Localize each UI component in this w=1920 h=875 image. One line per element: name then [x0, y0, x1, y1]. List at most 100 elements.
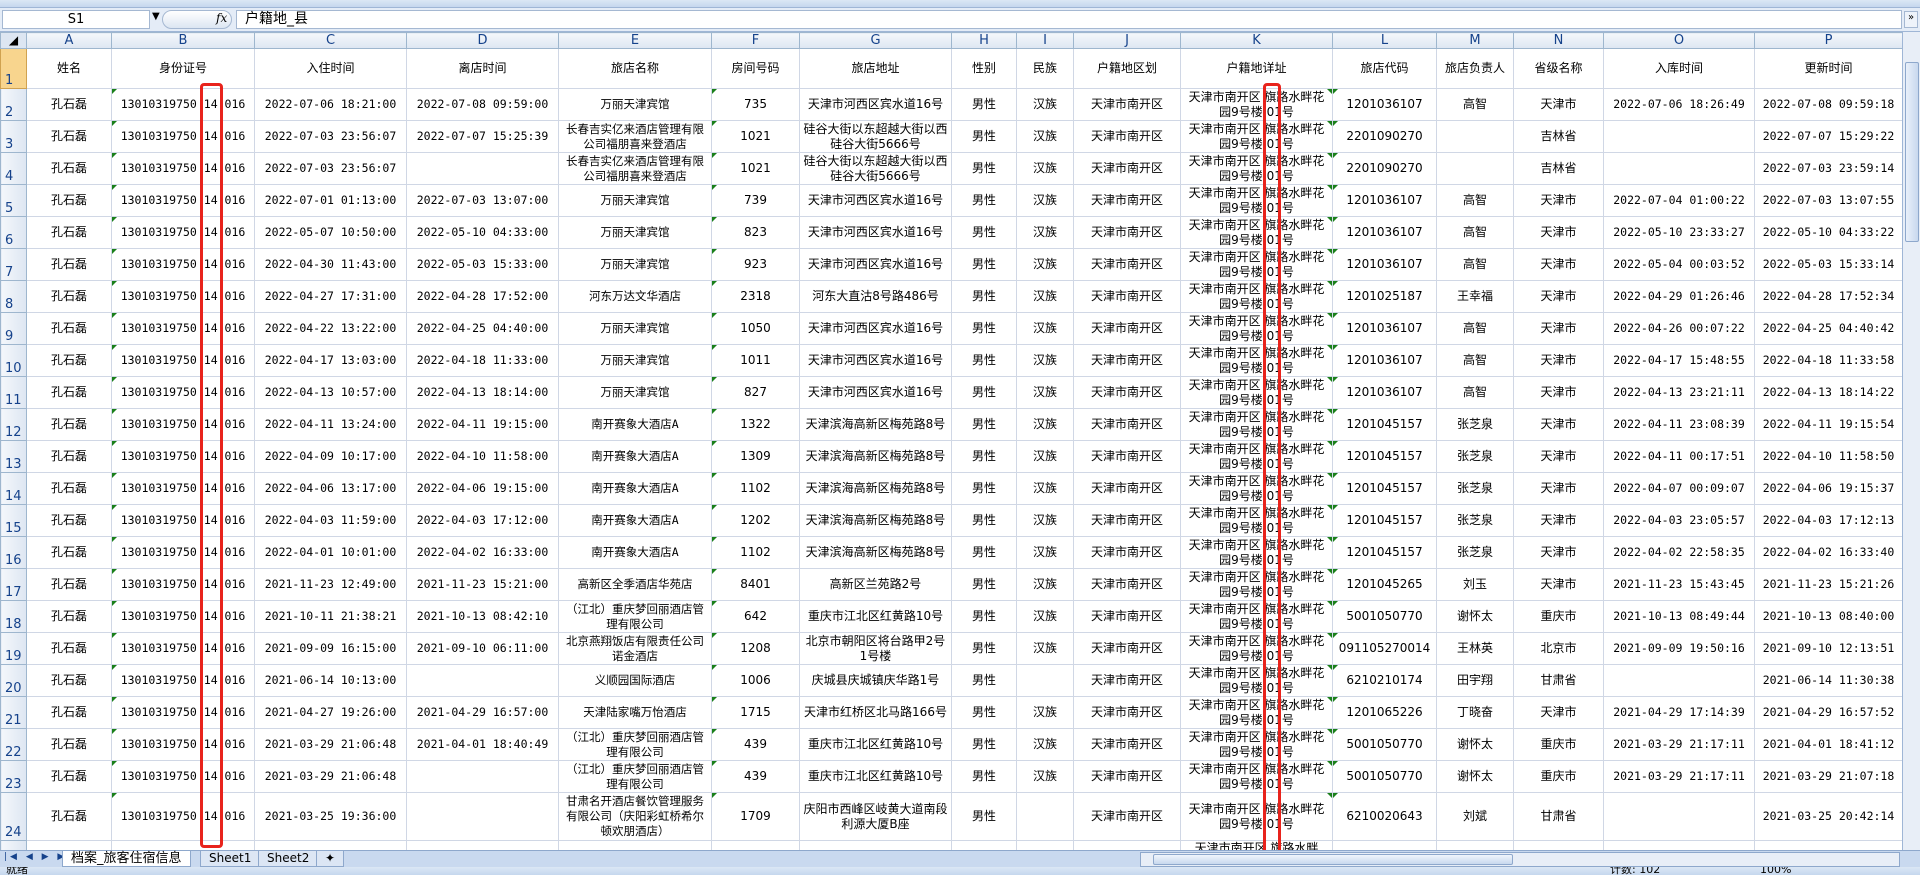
- cell-update-time[interactable]: 2021-09-10 12:13:51: [1754, 632, 1902, 665]
- cell-domicile-address[interactable]: 天津市南开区 旗路水畔花园9号楼 01号: [1180, 760, 1333, 793]
- cell-import-time[interactable]: 2022-04-02 22:58:35: [1603, 536, 1755, 569]
- column-header-H[interactable]: H: [951, 32, 1017, 49]
- cell-domicile-district[interactable]: 天津市南开区: [1073, 568, 1181, 601]
- cell-hotel-name[interactable]: 北京燕翔饭店有限责任公司诺金酒店: [558, 632, 712, 665]
- cell-checkout[interactable]: [406, 792, 559, 841]
- cell-ethnicity[interactable]: [1016, 840, 1074, 850]
- cell-import-time[interactable]: 2022-05-10 23:33:27: [1603, 216, 1755, 249]
- cell-hotel-manager[interactable]: 王林英: [1436, 632, 1514, 665]
- cell-hotel-manager[interactable]: 丁晓奋: [1436, 696, 1514, 729]
- cell-room[interactable]: 439: [711, 728, 800, 761]
- cell-ethnicity[interactable]: 汉族: [1016, 216, 1074, 249]
- cell-checkin[interactable]: 2022-07-03 23:56:07: [254, 120, 407, 153]
- row-header[interactable]: 6: [0, 216, 27, 249]
- cell-id[interactable]: 13010319750 14 016: [111, 312, 255, 345]
- cell-update-time[interactable]: 2022-04-02 16:33:40: [1754, 536, 1902, 569]
- cell-room[interactable]: 1322: [711, 408, 800, 441]
- cell-gender[interactable]: 男性: [951, 472, 1017, 505]
- cell-room[interactable]: 735: [711, 88, 800, 121]
- cell-update-time[interactable]: 2022-04-10 11:58:50: [1754, 440, 1902, 473]
- cell-name[interactable]: 孔石磊: [26, 664, 112, 697]
- cell-ethnicity[interactable]: 汉族: [1016, 280, 1074, 313]
- cell-hotel-name[interactable]: 万丽天津宾馆: [558, 312, 712, 345]
- cell-hotel-address[interactable]: 天津市河西区宾水道16号: [799, 376, 952, 409]
- horizontal-scroll-thumb[interactable]: [1153, 854, 1513, 865]
- cell-checkout[interactable]: 2022-07-08 09:59:00: [406, 88, 559, 121]
- cell-hotel-manager[interactable]: 刘斌: [1436, 792, 1514, 841]
- cell-checkin[interactable]: 2022-04-06 13:17:00: [254, 472, 407, 505]
- cell-hotel-code[interactable]: 6210210174: [1332, 664, 1437, 697]
- cell-domicile-district[interactable]: 天津市南开区: [1073, 312, 1181, 345]
- cell-checkin[interactable]: 2021-11-23 12:49:00: [254, 568, 407, 601]
- cell-name[interactable]: 孔石磊: [26, 376, 112, 409]
- cell-gender[interactable]: 男性: [951, 280, 1017, 313]
- cell-hotel-address[interactable]: 天津滨海高新区梅苑路8号: [799, 472, 952, 505]
- cell-domicile-address[interactable]: 天津市南开区 旗路水畔花园9号楼 01号: [1180, 120, 1333, 153]
- cell-domicile-district[interactable]: 天津市南开区: [1073, 376, 1181, 409]
- column-header-N[interactable]: N: [1513, 32, 1604, 49]
- cell-domicile-district[interactable]: 天津市南开区: [1073, 728, 1181, 761]
- cell-domicile-district[interactable]: 天津市南开区: [1073, 664, 1181, 697]
- cell-hotel-code[interactable]: 1201036107: [1332, 344, 1437, 377]
- cell-hotel-name[interactable]: 南开赛象大酒店A: [558, 440, 712, 473]
- cell-id[interactable]: 13010319750 14 016: [111, 120, 255, 153]
- cell-ethnicity[interactable]: 汉族: [1016, 88, 1074, 121]
- cell-hotel-manager[interactable]: 王幸福: [1436, 280, 1514, 313]
- cell-hotel-code[interactable]: 1201036107: [1332, 312, 1437, 345]
- cell-gender[interactable]: 男性: [951, 504, 1017, 537]
- cell-checkout[interactable]: [406, 664, 559, 697]
- header-cell-checkin[interactable]: 入住时间: [254, 48, 407, 89]
- cell-name[interactable]: 孔石磊: [26, 632, 112, 665]
- column-header-I[interactable]: I: [1016, 32, 1074, 49]
- row-header[interactable]: 2: [0, 88, 27, 121]
- cell-checkout[interactable]: 2021-11-23 15:21:00: [406, 568, 559, 601]
- cell-hotel-name[interactable]: 河东万达文华酒店: [558, 280, 712, 313]
- cell-import-time[interactable]: 2022-07-04 01:00:22: [1603, 184, 1755, 217]
- cell-hotel-address[interactable]: 高新区兰苑路2号: [799, 568, 952, 601]
- cell-gender[interactable]: 男性: [951, 88, 1017, 121]
- sheet-tab-sheet2[interactable]: Sheet2: [258, 851, 319, 867]
- cell-update-time[interactable]: 2022-04-03 17:12:13: [1754, 504, 1902, 537]
- cell-checkin[interactable]: 2022-04-03 11:59:00: [254, 504, 407, 537]
- row-header[interactable]: 20: [0, 664, 27, 697]
- cell-update-time[interactable]: 2022-04-13 18:14:22: [1754, 376, 1902, 409]
- cell-room[interactable]: 1021: [711, 152, 800, 185]
- cell-import-time[interactable]: 2021-04-29 17:14:39: [1603, 696, 1755, 729]
- cell-hotel-address[interactable]: 重庆市江北区红黄路10号: [799, 760, 952, 793]
- cell-checkout[interactable]: 2022-04-11 19:15:00: [406, 408, 559, 441]
- cell-id[interactable]: 13010319750 14 016: [111, 440, 255, 473]
- cell-province[interactable]: [1513, 840, 1604, 850]
- cell-ethnicity[interactable]: 汉族: [1016, 504, 1074, 537]
- column-header-C[interactable]: C: [254, 32, 407, 49]
- cell-checkout[interactable]: 2021-10-13 08:42:10: [406, 600, 559, 633]
- cell-hotel-address[interactable]: 天津市河西区宾水道16号: [799, 248, 952, 281]
- formula-input[interactable]: 户籍地_县: [236, 10, 1902, 29]
- cell-import-time[interactable]: 2021-09-09 19:50:16: [1603, 632, 1755, 665]
- spreadsheet-grid[interactable]: ◢ A B C D E F G H I J K L M N O P 1 姓名 身份证号 入住时间 离店时间 旅店名称 房间号…: [0, 32, 1902, 850]
- cell-province[interactable]: 天津市: [1513, 216, 1604, 249]
- cell-checkin[interactable]: [254, 840, 407, 850]
- cell-hotel-code[interactable]: 091105270014: [1332, 632, 1437, 665]
- cell-id[interactable]: 13010319750 14 016: [111, 568, 255, 601]
- cell-province[interactable]: 天津市: [1513, 440, 1604, 473]
- cell-ethnicity[interactable]: 汉族: [1016, 152, 1074, 185]
- cell-gender[interactable]: 男性: [951, 120, 1017, 153]
- cell-hotel-name[interactable]: 南开赛象大酒店A: [558, 408, 712, 441]
- cell-room[interactable]: 1102: [711, 472, 800, 505]
- cell-domicile-address[interactable]: 天津市南开区 旗路水畔: [1180, 840, 1333, 850]
- cell-update-time[interactable]: 2022-05-03 15:33:14: [1754, 248, 1902, 281]
- cell-import-time[interactable]: 2021-10-13 08:49:44: [1603, 600, 1755, 633]
- cell-update-time[interactable]: 2021-04-29 16:57:52: [1754, 696, 1902, 729]
- cell-hotel-manager[interactable]: 高智: [1436, 216, 1514, 249]
- cell-import-time[interactable]: 2022-04-07 00:09:07: [1603, 472, 1755, 505]
- row-header[interactable]: 13: [0, 440, 27, 473]
- cell-hotel-manager[interactable]: 刘玉: [1436, 568, 1514, 601]
- cell-domicile-address[interactable]: 天津市南开区 旗路水畔花园9号楼 01号: [1180, 536, 1333, 569]
- cell-hotel-code[interactable]: 1201045157: [1332, 504, 1437, 537]
- cell-hotel-name[interactable]: （江北）重庆梦回丽酒店管理有限公司: [558, 600, 712, 633]
- cell-domicile-district[interactable]: 天津市南开区: [1073, 184, 1181, 217]
- cell-import-time[interactable]: 2022-04-03 23:05:57: [1603, 504, 1755, 537]
- cell-import-time[interactable]: [1603, 120, 1755, 153]
- cell-hotel-manager[interactable]: 张芝泉: [1436, 472, 1514, 505]
- cell-hotel-name[interactable]: [558, 840, 712, 850]
